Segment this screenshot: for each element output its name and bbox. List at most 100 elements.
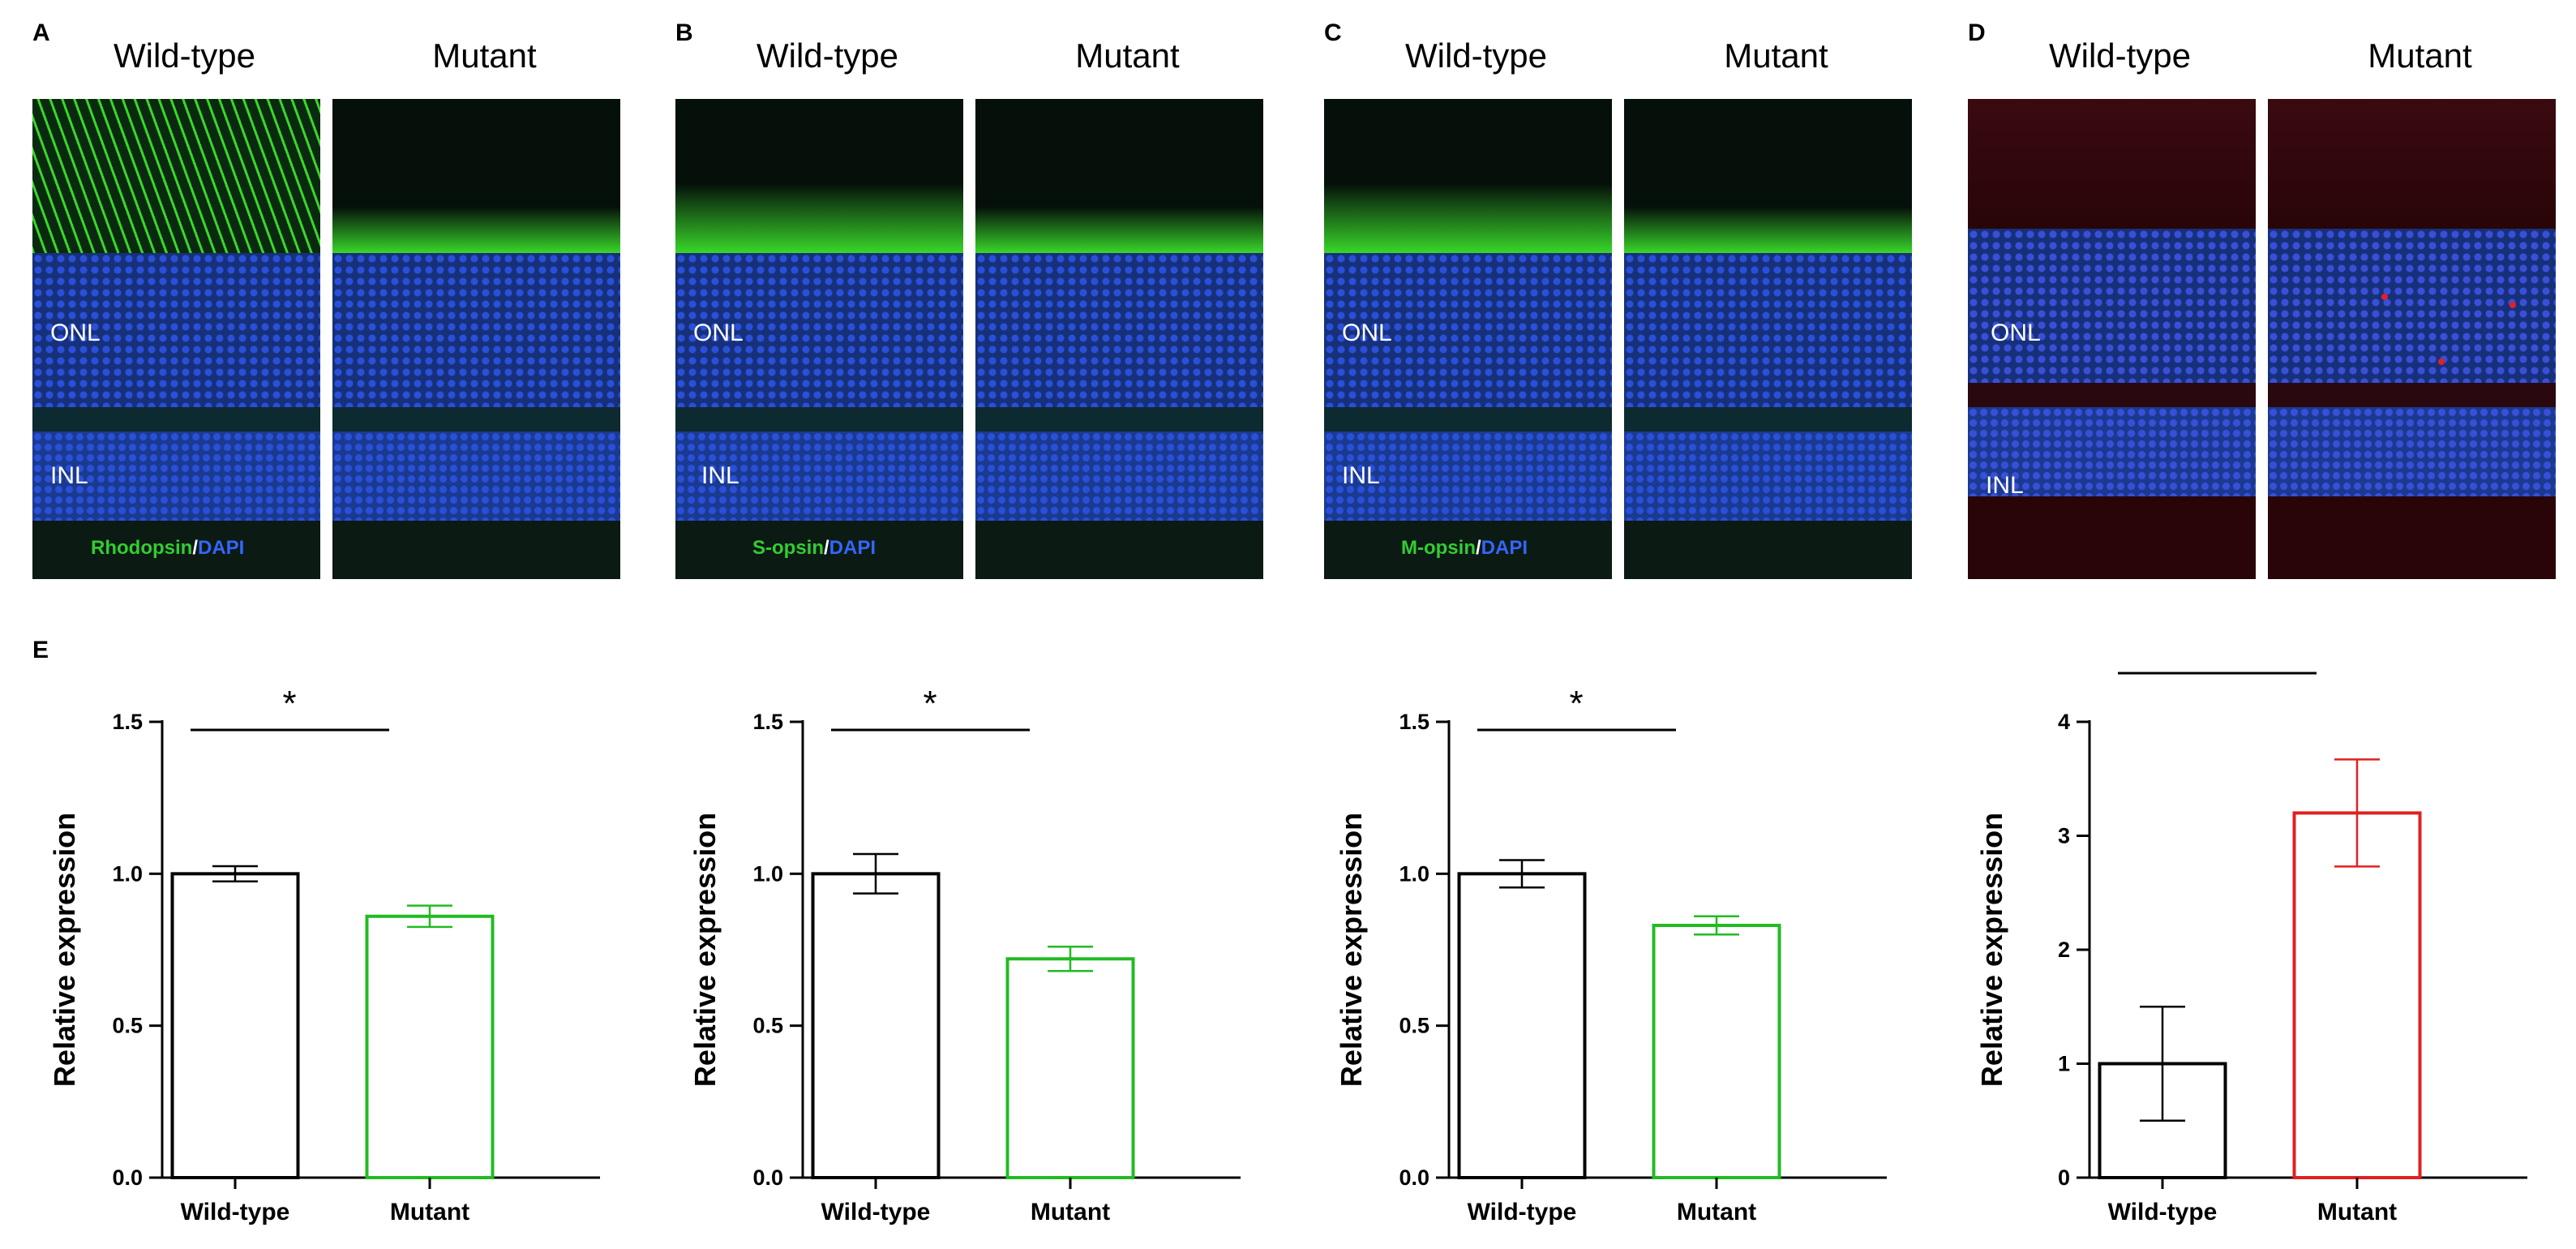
inl-layer bbox=[1324, 431, 1612, 521]
onl-layer bbox=[1624, 253, 1912, 407]
stain-marker: S-opsin bbox=[752, 537, 824, 559]
inl-layer bbox=[332, 431, 620, 521]
panel-letter-e: E bbox=[32, 637, 49, 663]
y-axis-label: Relative expression bbox=[1975, 813, 2008, 1087]
bar-mutant bbox=[2292, 811, 2422, 1179]
red-puncta bbox=[2509, 302, 2516, 308]
onl-layer bbox=[1968, 229, 2256, 383]
marker-band bbox=[332, 99, 620, 253]
x-tick-label: Wild-type bbox=[1468, 1199, 1577, 1225]
significance-asterisk: * bbox=[923, 684, 937, 723]
panel-letter-c: C bbox=[1324, 19, 1342, 46]
x-tick-label: Mutant bbox=[1677, 1199, 1756, 1225]
bar-mutant bbox=[1005, 957, 1135, 1179]
micrograph-d-wild-type: ONL INL bbox=[1968, 99, 2256, 579]
y-axis-label: Relative expression bbox=[48, 813, 81, 1087]
panel-letter-b: B bbox=[675, 19, 693, 46]
marker-band bbox=[32, 99, 320, 253]
x-tick-label: Wild-type bbox=[181, 1199, 290, 1225]
onl-layer bbox=[975, 253, 1263, 407]
column-label-mutant: Mutant bbox=[2368, 36, 2472, 75]
opl-layer bbox=[1624, 407, 1912, 431]
inl-layer bbox=[2268, 407, 2556, 496]
stain-caption: S-opsin/DAPI bbox=[752, 537, 876, 560]
column-label-wild-type: Wild-type bbox=[2048, 36, 2192, 75]
inl-layer bbox=[675, 431, 963, 521]
stain-marker: M-opsin bbox=[1401, 537, 1476, 559]
y-tick-label: 0.0 bbox=[112, 1165, 143, 1190]
inl-layer bbox=[32, 431, 320, 521]
marker-band bbox=[975, 99, 1263, 253]
bar-mutant bbox=[1652, 924, 1781, 1179]
significance-asterisk: * bbox=[1569, 684, 1583, 723]
micrograph-c-wild-type: ONL INL M-opsin/DAPI bbox=[1324, 99, 1612, 579]
x-tick-label: Wild-type bbox=[2108, 1199, 2218, 1225]
micrograph-a-mutant bbox=[332, 99, 620, 579]
y-tick-label: 0.5 bbox=[752, 1014, 783, 1038]
layer-label-inl: INL bbox=[1986, 472, 2024, 499]
opl-layer bbox=[1968, 383, 2256, 407]
marker-band bbox=[1968, 99, 2256, 221]
opl-layer bbox=[332, 407, 620, 431]
column-label-mutant: Mutant bbox=[432, 36, 537, 75]
y-tick-label: 0.0 bbox=[752, 1165, 783, 1190]
y-tick-label: 1.0 bbox=[112, 861, 143, 886]
y-tick-label: 0.5 bbox=[1399, 1014, 1429, 1038]
micrograph-d-mutant bbox=[2268, 99, 2556, 579]
onl-layer bbox=[675, 253, 963, 407]
stain-marker: Rhodopsin bbox=[91, 537, 193, 559]
y-tick-label: 0.5 bbox=[112, 1014, 143, 1038]
column-label-mutant: Mutant bbox=[1724, 36, 1828, 75]
y-axis-label: Relative expression bbox=[1335, 813, 1368, 1087]
stain-caption: Rhodopsin/DAPI bbox=[91, 537, 244, 560]
bar-mutant bbox=[365, 914, 495, 1179]
bar-wild-type bbox=[1457, 872, 1587, 1179]
onl-layer bbox=[2268, 229, 2556, 383]
layer-label-onl: ONL bbox=[693, 320, 744, 346]
y-tick-label: 0 bbox=[2058, 1165, 2070, 1190]
y-tick-label: 3 bbox=[2058, 824, 2070, 848]
stain-separator: / bbox=[824, 537, 829, 559]
red-puncta bbox=[2438, 358, 2445, 365]
inl-layer bbox=[1968, 407, 2256, 496]
micrograph-c-mutant bbox=[1624, 99, 1912, 579]
significance-asterisk: * bbox=[282, 684, 296, 723]
y-tick-label: 1.0 bbox=[752, 861, 783, 886]
y-tick-label: 1.5 bbox=[112, 710, 143, 734]
column-label-mutant: Mutant bbox=[1075, 36, 1180, 75]
micrograph-b-wild-type: ONL INL S-opsin/DAPI bbox=[675, 99, 963, 579]
x-tick-label: Mutant bbox=[2317, 1199, 2397, 1225]
y-tick-label: 0.0 bbox=[1399, 1165, 1429, 1190]
inl-layer bbox=[975, 431, 1263, 521]
onl-layer bbox=[32, 253, 320, 407]
stain-caption: M-opsin/DAPI bbox=[1401, 537, 1528, 560]
micrograph-b-mutant bbox=[975, 99, 1263, 579]
column-label-wild-type: Wild-type bbox=[756, 36, 899, 75]
red-puncta bbox=[2381, 294, 2388, 300]
micrograph-a-wild-type: ONL INL Rhodopsin/DAPI bbox=[32, 99, 320, 579]
significance-asterisk: * bbox=[2210, 649, 2223, 667]
bar-chart-2: 0.0 0.5 1.0 1.5 Relative expression Wild-type… bbox=[688, 684, 1241, 1225]
y-tick-label: 1.0 bbox=[1399, 861, 1429, 886]
x-tick-label: Mutant bbox=[1031, 1199, 1110, 1225]
layer-label-onl: ONL bbox=[50, 320, 101, 346]
marker-band bbox=[1324, 99, 1612, 253]
bar-wild-type bbox=[811, 872, 941, 1179]
onl-layer bbox=[1324, 253, 1612, 407]
marker-band bbox=[1624, 99, 1912, 253]
column-label-wild-type: Wild-type bbox=[113, 36, 256, 75]
onl-layer bbox=[332, 253, 620, 407]
bar-chart-4: 0 1 2 3 4 Relative expression Wild-type Mutant * bbox=[1975, 649, 2527, 1225]
layer-label-inl: INL bbox=[50, 462, 88, 489]
opl-layer bbox=[2268, 383, 2556, 407]
x-tick-label: Mutant bbox=[390, 1199, 469, 1225]
x-tick-label: Wild-type bbox=[821, 1199, 931, 1225]
column-label-wild-type: Wild-type bbox=[1404, 36, 1548, 75]
panel-letter-d: D bbox=[1968, 19, 1986, 46]
inl-layer bbox=[1624, 431, 1912, 521]
y-tick-label: 1 bbox=[2058, 1052, 2070, 1076]
bar-chart-3: 0.0 0.5 1.0 1.5 Relative expression Wild-type… bbox=[1335, 684, 1887, 1225]
marker-band bbox=[675, 99, 963, 253]
stain-counterstain: DAPI bbox=[829, 537, 877, 559]
opl-layer bbox=[675, 407, 963, 431]
